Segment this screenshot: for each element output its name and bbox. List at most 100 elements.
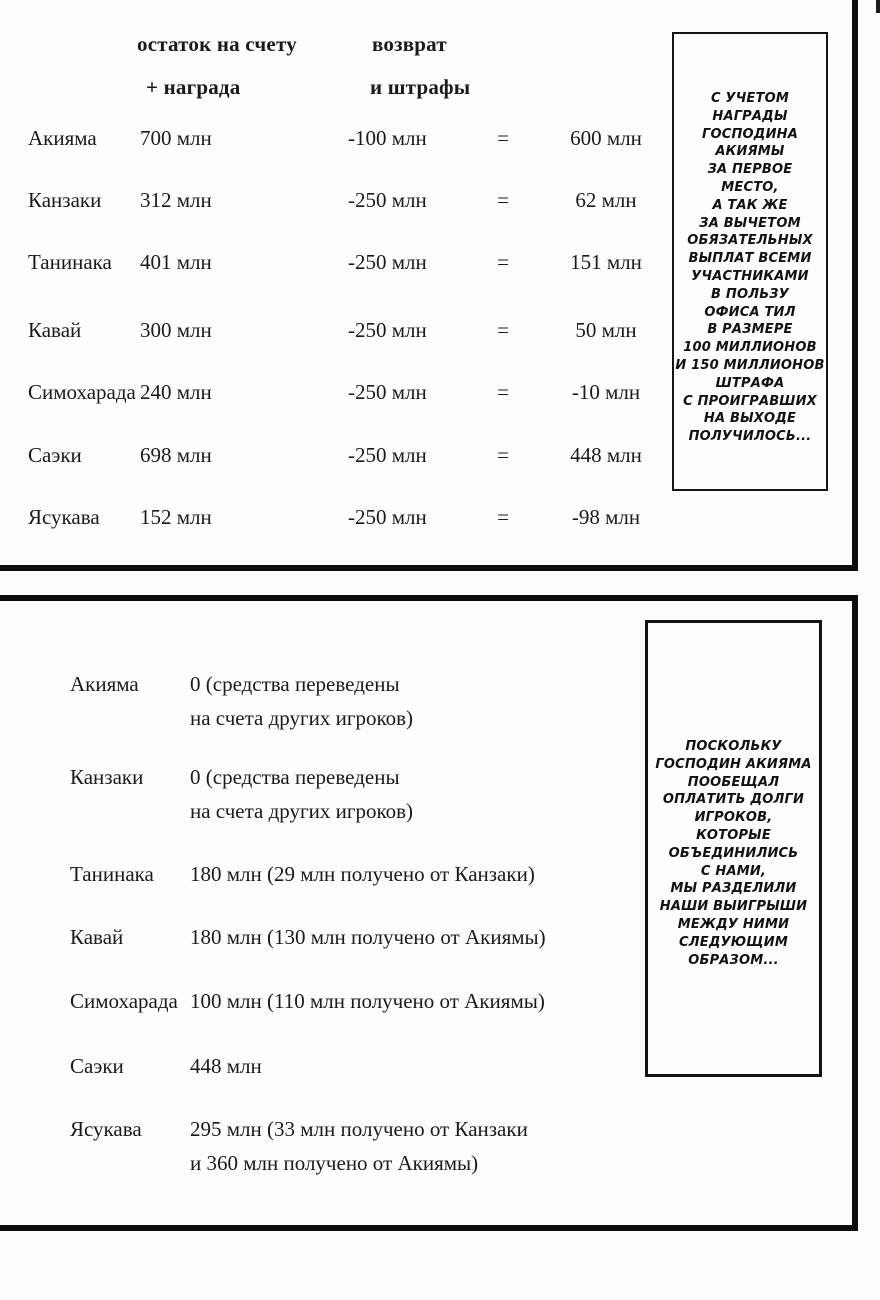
narration-line: С НАМИ, (700, 863, 767, 879)
table-row: Саэки 698 млн -250 млн = 448 млн (0, 442, 880, 468)
narration-line: А ТАК ЖЕ (712, 197, 788, 213)
result-value: 50 млн (575, 318, 637, 342)
narration-line: УЧАСТНИКАМИ (691, 268, 809, 284)
table-row: Ясукава 152 млн -250 млн = -98 млн (0, 504, 880, 530)
narration-line: ГОСПОДИН АКИЯМА (655, 756, 812, 772)
player-name: Канзаки (28, 188, 102, 212)
deduction-value: -250 млн (348, 505, 427, 529)
narration-line: ОБЯЗАТЕЛЬНЫХ (687, 233, 813, 249)
narration-line: ИГРОКОВ, (694, 810, 773, 826)
narration-line: ОФИСА ТИЛ (704, 304, 796, 320)
narration-line: ОБРАЗОМ... (688, 952, 779, 968)
payout-value: 295 млн (33 млн получено от Канзаки и 36… (190, 1112, 528, 1180)
narration-line: С УЧЕТОМ (711, 91, 789, 106)
player-name: Акияма (70, 672, 139, 696)
equals-sign: = (497, 380, 509, 404)
narration-line: ЗА ВЫЧЕТОМ (699, 215, 801, 231)
narration-line: В РАЗМЕРЕ (707, 322, 793, 338)
deduction-value: -250 млн (348, 318, 427, 342)
payout-value: 448 млн (190, 1049, 262, 1083)
narration-line: НАШИ ВЫИГРЫШИ (659, 899, 808, 915)
narration-line: В ПОЛЬЗУ (711, 286, 789, 302)
balance-value: 401 млн (140, 250, 212, 274)
payout-value: 0 (средства переведены на счета других и… (190, 667, 413, 735)
result-value: 600 млн (570, 126, 642, 150)
narration-line: ВЫПЛАТ ВСЕМИ (688, 251, 812, 267)
narration-line: МЫ РАЗДЕЛИЛИ (670, 881, 797, 897)
result-value: 151 млн (570, 250, 642, 274)
player-name: Танинака (28, 250, 112, 274)
payout-line: 295 млн (33 млн получено от Канзаки (190, 1117, 528, 1141)
narration-line: ШТРАФА (715, 375, 785, 391)
equals-sign: = (497, 318, 509, 342)
payout-line: 180 млн (130 млн получено от Акиямы) (190, 925, 546, 949)
column-header-balance-line2: + награда (146, 75, 241, 99)
payout-line: 100 млн (110 млн получено от Акиямы) (190, 989, 545, 1013)
panel-payout-table (0, 595, 858, 1231)
panel-settlement-table (0, 0, 858, 571)
player-name: Танинака (70, 862, 154, 886)
player-name: Кавай (28, 318, 82, 342)
deduction-value: -250 млн (348, 380, 427, 404)
payout-line: 180 млн (29 млн получено от Канзаки) (190, 862, 535, 886)
player-name: Саэки (28, 443, 82, 467)
balance-value: 700 млн (140, 126, 212, 150)
narration-line: ОБЪЕДИНИЛИСЬ (668, 845, 799, 861)
player-name: Ясукава (70, 1117, 142, 1141)
deduction-value: -250 млн (348, 188, 427, 212)
narration-box: С УЧЕТОМ НАГРАДЫ ГОСПОДИНА АКИЯМЫ ЗА ПЕРВОЕ М… (672, 32, 828, 491)
result-value: -10 млн (571, 380, 641, 404)
payout-line: и 360 млн получено от Акиямы) (190, 1151, 479, 1175)
player-name: Акияма (28, 126, 97, 150)
table-row: Кавай 300 млн -250 млн = 50 млн (0, 317, 880, 343)
payout-line: 0 (средства переведены (190, 672, 400, 696)
payout-line: 448 млн (190, 1054, 262, 1078)
player-name: Симохарада (28, 380, 136, 404)
player-name: Ясукава (28, 505, 100, 529)
payout-value: 0 (средства переведены на счета других и… (190, 760, 413, 828)
narration-line: И 150 МИЛЛИОНОВ (675, 357, 825, 373)
narration-line: КОТОРЫЕ (696, 827, 771, 843)
table-row: Канзаки 312 млн -250 млн = 62 млн (0, 187, 880, 213)
table-row: Акияма 700 млн -100 млн = 600 млн (0, 125, 880, 151)
table-row: Симохарада 240 млн -250 млн = -10 млн (0, 379, 880, 405)
balance-value: 240 млн (140, 380, 212, 404)
narration-line: СЛЕДУЮЩИМ (679, 934, 788, 950)
narration-line: НА ВЫХОДЕ (703, 411, 797, 427)
narration-line: С ПРОИГРАВШИХ (683, 393, 817, 409)
equals-sign: = (497, 250, 509, 274)
narration-box: ПОСКОЛЬКУ ГОСПОДИН АКИЯМА ПООБЕЩАЛ ОПЛАТИТЬ… (645, 620, 822, 1077)
balance-value: 312 млн (140, 188, 212, 212)
column-header-penalty-line2: и штрафы (370, 75, 471, 99)
result-value: 448 млн (570, 443, 642, 467)
narration-line: ГОСПОДИНА (701, 126, 798, 142)
column-header-penalty-line1: возврат (372, 32, 447, 56)
narration-line: ОПЛАТИТЬ ДОЛГИ (662, 792, 805, 808)
payout-line: на счета других игроков) (190, 799, 414, 823)
equals-sign: = (497, 505, 509, 529)
equals-sign: = (497, 443, 509, 467)
equals-sign: = (497, 188, 509, 212)
player-name: Саэки (70, 1054, 124, 1078)
payout-value: 180 млн (29 млн получено от Канзаки) (190, 857, 535, 891)
table-row: Танинака 401 млн -250 млн = 151 млн (0, 249, 880, 275)
player-name: Канзаки (70, 765, 144, 789)
narration-line: МЕЖДУ НИМИ (677, 916, 790, 932)
deduction-value: -250 млн (348, 443, 427, 467)
column-header-balance-line1: остаток на счету (137, 32, 297, 56)
narration-line: ПОЛУЧИЛОСЬ... (688, 429, 812, 445)
deduction-value: -100 млн (348, 126, 427, 150)
player-name: Кавай (70, 925, 124, 949)
narration-line: МЕСТО, (721, 179, 779, 195)
payout-value: 180 млн (130 млн получено от Акиямы) (190, 920, 546, 954)
payout-line: 0 (средства переведены (190, 765, 400, 789)
narration-line: НАГРАДЫ (712, 108, 788, 124)
narration-line: ПОСКОЛЬКУ (685, 739, 782, 754)
narration-line: ЗА ПЕРВОЕ (707, 162, 793, 178)
balance-value: 300 млн (140, 318, 212, 342)
deduction-value: -250 млн (348, 250, 427, 274)
balance-value: 698 млн (140, 443, 212, 467)
result-value: 62 млн (575, 188, 637, 212)
result-value: -98 млн (571, 505, 641, 529)
